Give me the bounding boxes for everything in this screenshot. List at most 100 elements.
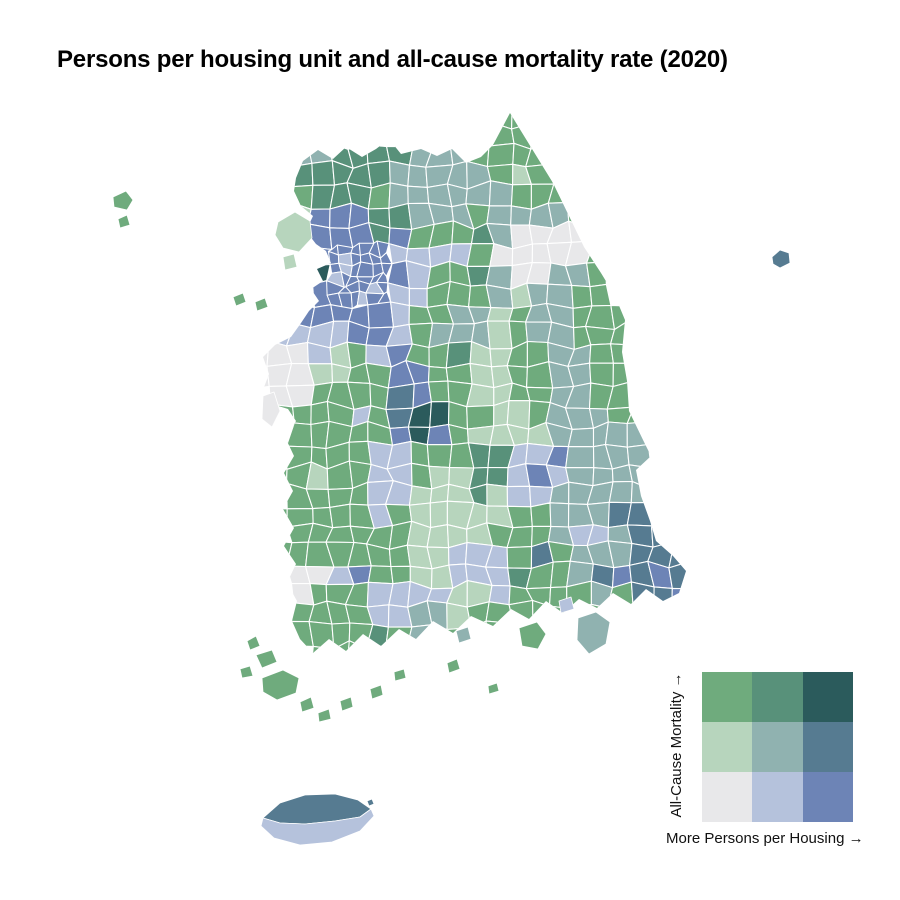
district-cell xyxy=(285,162,314,188)
district-cell xyxy=(647,420,668,450)
island-anmyeon xyxy=(261,391,281,428)
district-cell xyxy=(408,485,433,506)
island-island-sw-7 xyxy=(369,684,384,700)
district-cell xyxy=(632,604,655,629)
district-cell xyxy=(626,502,653,527)
district-cell xyxy=(566,180,590,209)
district-cell xyxy=(548,643,574,653)
district-cell xyxy=(407,624,433,647)
district-cell xyxy=(429,500,448,529)
district-cell xyxy=(486,320,513,350)
island-jeju-south xyxy=(260,808,375,846)
district-cell xyxy=(568,220,595,243)
district-cell xyxy=(585,325,616,346)
legend-cell-r2-c0 xyxy=(702,772,753,822)
legend-cell-r0-c2 xyxy=(802,672,853,722)
island-ganghwa xyxy=(274,211,313,253)
district-cell xyxy=(586,261,607,288)
legend-cell-r2-c1 xyxy=(752,772,803,822)
island-island-sw-3 xyxy=(239,665,254,679)
district-cell xyxy=(606,604,634,629)
island-island-sw-5 xyxy=(317,708,332,723)
legend-cell-r0-c0 xyxy=(702,672,753,722)
legend-cell-r1-c1 xyxy=(752,722,803,772)
page-title: Persons per housing unit and all-cause m… xyxy=(57,46,728,74)
district-cell xyxy=(427,380,450,403)
district-cell xyxy=(369,382,389,411)
district-cell xyxy=(549,502,570,528)
district-cell xyxy=(608,480,633,504)
district-cell xyxy=(571,284,593,309)
district-cell xyxy=(263,361,270,390)
district-cell xyxy=(671,587,686,608)
district-cell xyxy=(488,180,514,207)
district-cell xyxy=(653,586,673,608)
district-cell xyxy=(604,421,628,448)
district-cell xyxy=(285,304,316,329)
district-cell xyxy=(407,164,428,188)
district-cell xyxy=(385,383,415,411)
district-cell xyxy=(486,483,509,507)
district-cell xyxy=(265,540,293,567)
district-cell xyxy=(308,621,335,650)
legend-cell-r1-c2 xyxy=(802,722,853,772)
district-cell xyxy=(567,427,595,448)
legend-cell-r1-c0 xyxy=(702,722,753,772)
legend-y-axis-label: All-Cause Mortality → xyxy=(668,672,685,818)
district-cell xyxy=(285,422,313,448)
district-cell xyxy=(407,640,434,653)
district-cell xyxy=(468,620,489,649)
legend-cell-r2-c2 xyxy=(802,772,853,822)
district-cell xyxy=(547,540,575,563)
district-cell xyxy=(330,640,350,653)
district-cell xyxy=(428,342,450,369)
district-cell xyxy=(626,400,653,425)
district-cell xyxy=(469,122,495,149)
district-cell xyxy=(565,446,595,469)
district-cell xyxy=(530,502,552,527)
legend-cell-r0-c1 xyxy=(752,672,803,722)
mainland-districts xyxy=(263,113,686,653)
district-cell xyxy=(426,444,453,469)
district-cell xyxy=(510,183,532,210)
district-cell xyxy=(265,465,288,484)
district-cell xyxy=(589,283,612,307)
island-island-nw-2 xyxy=(117,214,131,229)
island-island-sw-4 xyxy=(299,696,315,713)
district-cell xyxy=(589,343,614,364)
district-cell xyxy=(486,142,515,168)
district-cell xyxy=(308,141,333,164)
island-island-sw-6 xyxy=(339,696,354,712)
district-cell xyxy=(310,400,330,426)
island-islet-incheon-1 xyxy=(232,292,247,307)
island-udo xyxy=(366,798,375,807)
district-cell xyxy=(385,640,415,653)
district-cell xyxy=(610,343,631,364)
district-cell xyxy=(446,280,472,308)
district-cell xyxy=(525,163,555,185)
district-cell xyxy=(486,307,514,322)
district-cell xyxy=(311,160,336,186)
district-cell xyxy=(626,443,652,469)
district-cell xyxy=(550,624,574,648)
district-cell xyxy=(390,301,410,328)
district-cell xyxy=(511,113,533,130)
district-cell xyxy=(506,546,533,569)
district-cell xyxy=(490,113,513,130)
district-cell xyxy=(266,508,288,528)
island-island-sw-9 xyxy=(446,658,461,674)
district-cell xyxy=(506,485,532,508)
district-cell xyxy=(486,645,515,653)
district-cell xyxy=(308,246,333,267)
district-cell xyxy=(650,525,675,548)
district-cell xyxy=(367,301,395,329)
district-cell xyxy=(426,423,453,446)
district-cell xyxy=(486,466,509,488)
district-cell xyxy=(407,185,430,205)
district-cell xyxy=(385,626,413,646)
district-cell xyxy=(626,420,653,448)
island-geoje xyxy=(576,611,611,655)
district-cell xyxy=(466,383,495,408)
